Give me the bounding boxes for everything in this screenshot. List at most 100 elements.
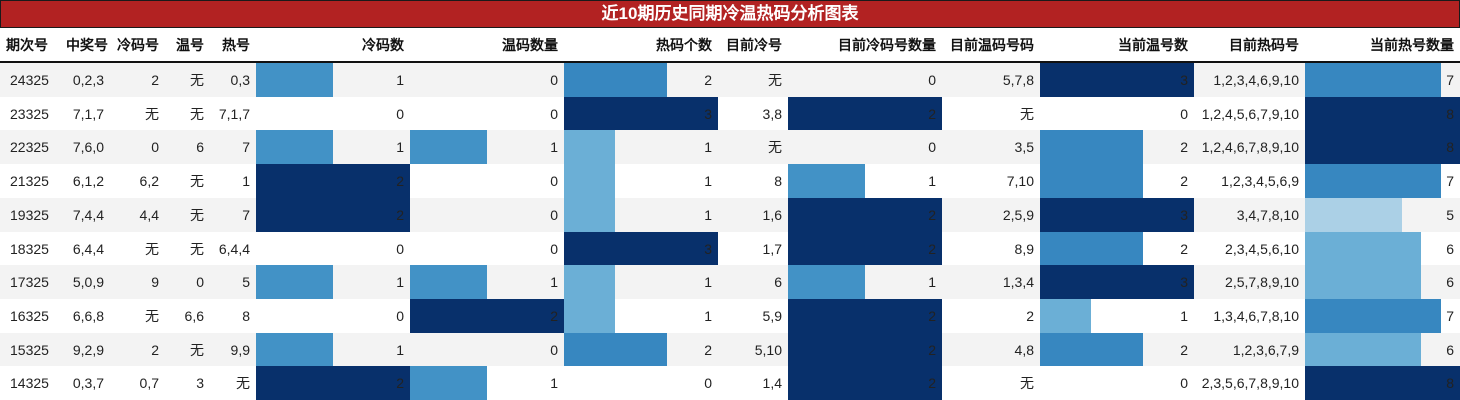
- bar-value: 0: [550, 206, 558, 223]
- cell-hot-nums: 7: [242, 206, 250, 223]
- data-bar: [410, 265, 487, 300]
- bar-value: 1: [928, 274, 936, 291]
- column-header-winning[interactable]: 中奖号: [66, 37, 108, 53]
- data-bar: [564, 164, 615, 199]
- cell-warm-nums: 0: [196, 274, 204, 291]
- bar-value: 0: [1180, 105, 1188, 122]
- bar-value: 3: [704, 240, 712, 257]
- data-bar: [1040, 231, 1143, 266]
- bar-value: 8: [1446, 139, 1454, 156]
- column-header-cur-warm-count[interactable]: 当前温号数: [1118, 37, 1188, 53]
- bar-value: 0: [928, 139, 936, 156]
- data-bar: [564, 298, 615, 333]
- bar-value: 0: [396, 105, 404, 122]
- data-bar: [1305, 197, 1402, 232]
- bar-value: 8: [1446, 105, 1454, 122]
- cell-warm-nums: 无: [190, 173, 204, 190]
- data-bar: [788, 231, 942, 266]
- bar-value: 1: [928, 173, 936, 190]
- cell-cur-hot: 2,5,7,8,9,10: [1225, 274, 1299, 291]
- column-header-warm-nums[interactable]: 温号: [176, 37, 204, 53]
- column-header-hot-nums[interactable]: 热号: [222, 37, 250, 53]
- bar-value: 0: [396, 307, 404, 324]
- bar-value: 1: [704, 274, 712, 291]
- table-row: 22325 7,6,0 0 6 7 1 1 1 无 0 3,5 2 1,2,4,6,7,8,9,10 8: [0, 130, 1460, 165]
- bar-value: 2: [1180, 341, 1188, 358]
- data-bar: [788, 332, 942, 367]
- column-header-cold-count[interactable]: 冷码数: [362, 37, 404, 53]
- data-bar: [1305, 96, 1460, 131]
- bar-value: 0: [550, 341, 558, 358]
- column-header-cur-warm[interactable]: 目前温码号码: [950, 37, 1034, 53]
- bar-value: 0: [550, 173, 558, 190]
- cell-cur-cold: 3,8: [762, 105, 782, 122]
- bar-value: 2: [704, 341, 712, 358]
- table-row: 21325 6,1,2 6,2 无 1 2 0 1 8 1 7,10 2 1,2,3,4,5,6,9 7: [0, 164, 1460, 199]
- cell-cur-warm: 无: [1020, 375, 1034, 392]
- bar-value: 2: [1180, 240, 1188, 257]
- cell-cur-hot: 1,2,3,4,6,9,10: [1213, 72, 1299, 88]
- column-header-period[interactable]: 期次号: [6, 37, 48, 53]
- cell-warm-nums: 6: [196, 139, 204, 156]
- cell-hot-nums: 8: [242, 307, 250, 324]
- cell-winning: 0,2,3: [72, 72, 104, 88]
- data-bar: [1305, 298, 1441, 333]
- bar-value: 1: [704, 139, 712, 156]
- column-header-cur-cold[interactable]: 目前冷号: [726, 37, 782, 53]
- data-bar: [788, 366, 942, 400]
- data-bar: [564, 332, 667, 367]
- cell-period: 24325: [10, 72, 49, 88]
- column-header-cur-cold-count[interactable]: 目前冷码号数量: [838, 37, 936, 53]
- table-row: 14325 0,3,7 0,7 3 无 2 1 0 1,4 2 无 0 2,3,5,6,7,8,9,10…: [0, 366, 1460, 400]
- column-header-cur-hot[interactable]: 目前热码号: [1229, 37, 1299, 53]
- cell-cur-cold: 5,9: [762, 307, 782, 324]
- cell-cur-hot: 1,2,3,6,7,9: [1232, 341, 1299, 358]
- data-bar: [1040, 130, 1143, 165]
- cell-winning: 6,6,8: [72, 307, 104, 324]
- cell-cur-cold: 无: [768, 72, 782, 88]
- bar-value: 1: [396, 139, 404, 156]
- bar-value: 3: [1180, 274, 1188, 291]
- cell-hot-nums: 6,4,4: [218, 240, 250, 257]
- cell-cold-nums: 2: [151, 72, 159, 88]
- cell-period: 21325: [10, 173, 49, 190]
- data-bar: [256, 366, 410, 400]
- column-header-cold-nums[interactable]: 冷码号: [117, 37, 159, 53]
- cell-cur-warm: 8,9: [1014, 240, 1034, 257]
- cell-cur-cold: 6: [774, 274, 782, 291]
- cell-winning: 7,6,0: [72, 139, 104, 156]
- cell-cold-nums: 无: [145, 307, 159, 324]
- column-header-hot-count[interactable]: 热码个数: [656, 37, 712, 53]
- bar-value: 0: [704, 375, 712, 392]
- bar-value: 2: [704, 72, 712, 88]
- data-bar: [788, 298, 942, 333]
- bar-value: 2: [1180, 139, 1188, 156]
- cell-cur-warm: 3,5: [1014, 139, 1034, 156]
- table-row: 19325 7,4,4 4,4 无 7 2 0 1 1,6 2 2,5,9 3 3,4,7,8,10 5: [0, 197, 1460, 232]
- bar-value: 1: [704, 173, 712, 190]
- cell-cold-nums: 无: [145, 240, 159, 257]
- bar-value: 2: [1180, 173, 1188, 190]
- bar-value: 0: [550, 105, 558, 122]
- data-bar: [410, 366, 487, 400]
- bar-value: 8: [1446, 375, 1454, 392]
- column-header-warm-count[interactable]: 温码数量: [502, 37, 558, 53]
- data-bar: [564, 63, 667, 97]
- cell-cur-cold: 1,6: [762, 206, 782, 223]
- data-bar: [564, 265, 615, 300]
- bar-value: 7: [1446, 173, 1454, 190]
- cell-winning: 6,4,4: [72, 240, 104, 257]
- column-header-cur-hot-count[interactable]: 当前热号数量: [1370, 37, 1454, 53]
- bar-value: 6: [1446, 240, 1454, 257]
- data-bar: [1040, 265, 1194, 300]
- cell-winning: 9,2,9: [72, 341, 104, 358]
- cell-period: 22325: [10, 139, 49, 156]
- bar-value: 1: [396, 341, 404, 358]
- cell-warm-nums: 无: [190, 105, 204, 122]
- data-bar: [564, 197, 615, 232]
- cell-cold-nums: 2: [151, 341, 159, 358]
- data-bar: [1305, 332, 1421, 367]
- bar-value: 2: [928, 341, 936, 358]
- data-bar: [1040, 332, 1143, 367]
- data-bar: [1305, 366, 1460, 400]
